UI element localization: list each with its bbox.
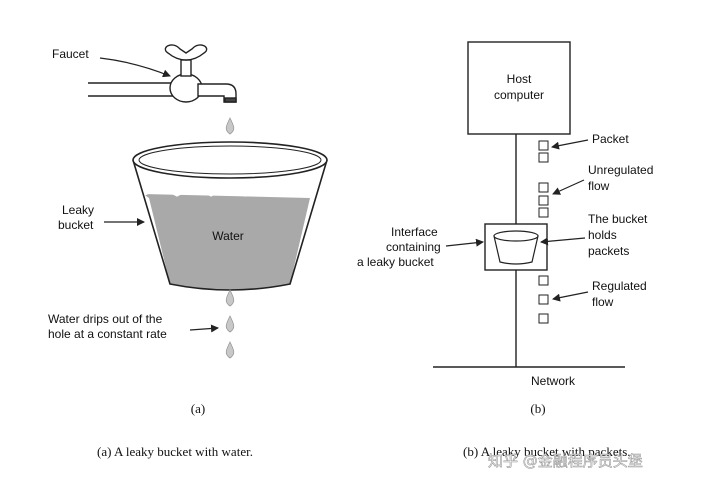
packet-icon xyxy=(538,207,549,218)
drips-label-line1: Water drips out of the xyxy=(48,312,163,326)
bucket-icon xyxy=(493,230,539,265)
drips-label-line2: hole at a constant rate xyxy=(48,327,167,341)
bucket-holds-label-line2: holds xyxy=(588,228,617,242)
arrow-icon xyxy=(552,179,585,195)
panel-b-caption: (b) A leaky bucket with packets. xyxy=(463,444,631,459)
host-computer-box xyxy=(467,41,571,135)
panel-a: Faucet Leaky bucket Water Water drips ou… xyxy=(48,44,328,459)
water-drop-icon xyxy=(225,341,235,359)
water-label: Water xyxy=(212,229,244,243)
packet-icon xyxy=(538,294,549,305)
faucet-label: Faucet xyxy=(52,47,89,61)
watermark: 知乎 @金融程序员头堡 xyxy=(488,452,643,470)
interface-label-line1: Interface xyxy=(391,225,438,239)
bucket-holds-label-line3: packets xyxy=(588,244,629,258)
faucet-icon xyxy=(88,44,237,103)
interface-label-line2: containing xyxy=(386,240,441,254)
interface-label-line3: a leaky bucket xyxy=(357,255,434,269)
panel-b: Host computer Network Packet Unregulated… xyxy=(357,41,653,459)
unregulated-label-line1: Unregulated xyxy=(588,163,653,177)
host-label-line1: Host xyxy=(507,72,532,86)
packet-icon xyxy=(538,182,549,193)
bucket-icon xyxy=(132,141,328,291)
water-drop-icon xyxy=(225,289,235,307)
host-label-line2: computer xyxy=(494,88,544,102)
arrow-icon xyxy=(445,238,484,247)
packet-icon xyxy=(538,195,549,206)
bucket-holds-label-line1: The bucket xyxy=(588,212,648,226)
arrow-icon xyxy=(99,57,171,78)
panel-b-letter: (b) xyxy=(530,401,545,416)
panel-a-caption: (a) A leaky bucket with water. xyxy=(97,444,253,459)
network-label: Network xyxy=(531,374,576,388)
packet-icon xyxy=(538,140,549,151)
leaky-label-line2: bucket xyxy=(58,218,94,232)
arrow-icon xyxy=(540,237,586,246)
packet-icon xyxy=(538,152,549,163)
regulated-label-line1: Regulated xyxy=(592,279,647,293)
leaky-label-line1: Leaky xyxy=(62,203,94,217)
arrow-icon xyxy=(551,139,589,150)
water-drop-icon xyxy=(225,117,235,135)
arrow-icon xyxy=(552,291,589,302)
packet-icon xyxy=(538,275,549,286)
packet-icon xyxy=(538,313,549,324)
water-drop-icon xyxy=(225,315,235,333)
unregulated-label-line2: flow xyxy=(588,179,610,193)
panel-a-letter: (a) xyxy=(191,401,205,416)
packet-label: Packet xyxy=(592,132,629,146)
arrow-icon xyxy=(189,324,219,333)
regulated-label-line2: flow xyxy=(592,295,614,309)
